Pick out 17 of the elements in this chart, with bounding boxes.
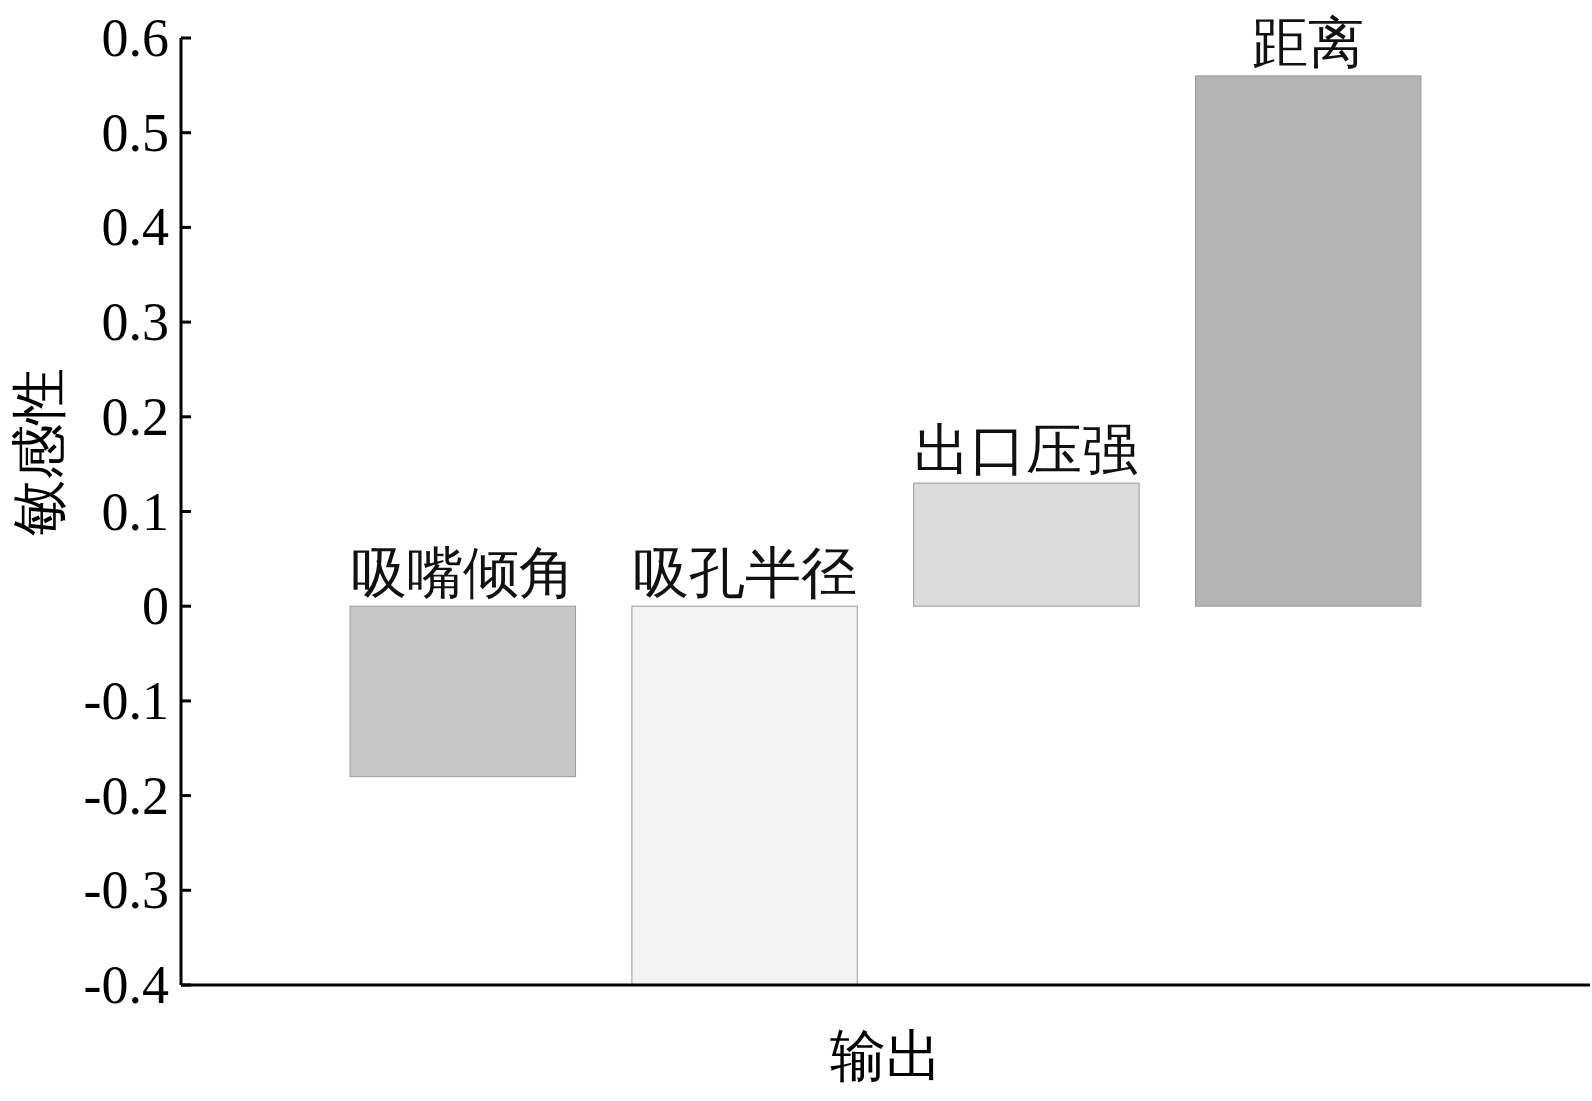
x-tick-label: 出口压强 <box>914 419 1139 482</box>
x-tick-label: 吸嘴倾角 <box>350 542 575 605</box>
y-tick-label: 0.1 <box>101 481 169 542</box>
y-tick-label: -0.1 <box>83 670 169 731</box>
y-tick-label: 0.2 <box>101 386 169 447</box>
y-tick-label: 0.6 <box>101 8 169 68</box>
y-tick-label: 0.3 <box>101 292 169 353</box>
y-axis-title: 敏感性 <box>8 367 70 536</box>
y-tick-label: -0.4 <box>83 955 169 1015</box>
x-axis-title: 输出 <box>829 1025 942 1087</box>
x-tick-label: 吸孔半径 <box>632 542 857 605</box>
x-tick-label: 距离 <box>1252 11 1365 74</box>
y-tick-label: 0.4 <box>101 197 169 258</box>
y-tick-label: 0 <box>142 576 169 637</box>
y-tick-label: -0.3 <box>83 860 169 921</box>
y-tick-label: 0.5 <box>101 102 169 163</box>
y-tick-label: -0.2 <box>83 765 169 826</box>
